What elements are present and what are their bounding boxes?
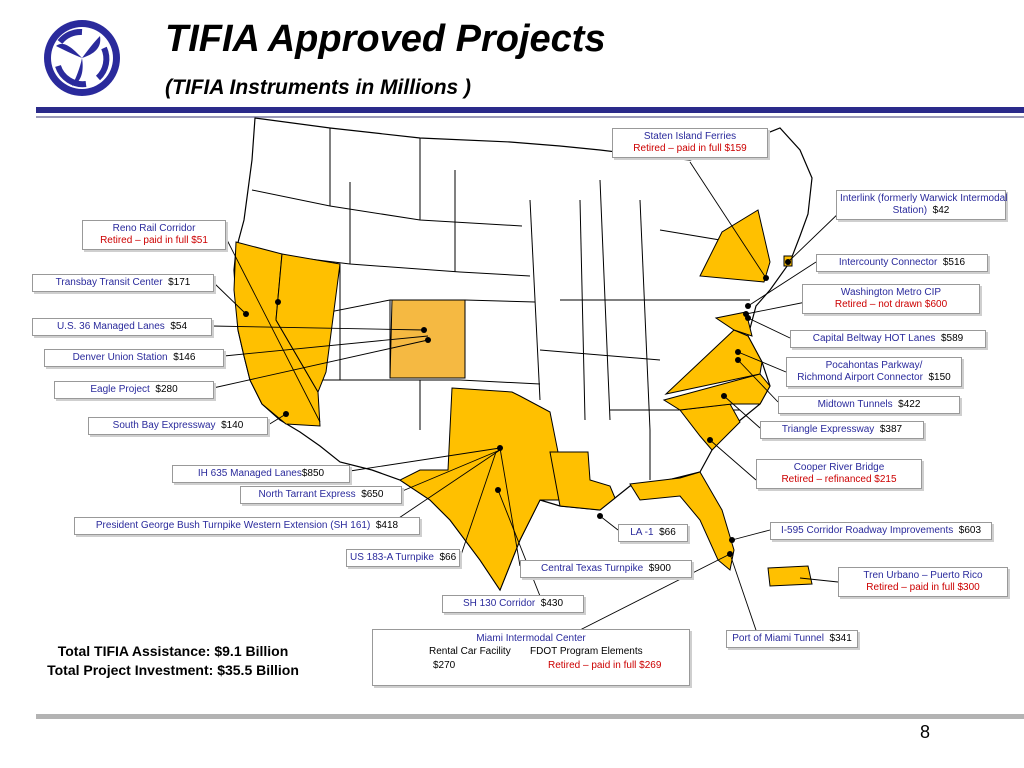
state-maryland (714, 311, 753, 337)
label-reno-rail-corridor: Reno Rail Corridor Retired – paid in ful… (82, 220, 226, 250)
dot-logo-icon (44, 20, 120, 96)
state-new-york (699, 209, 771, 283)
project-dots (243, 259, 791, 557)
label-cooper-river-bridge: Cooper River Bridge Retired – refinanced… (756, 459, 922, 489)
label-capital-beltway: Capital Beltway HOT Lanes $589 (790, 330, 986, 348)
label-north-tarrant-express: North Tarrant Express $650 (240, 486, 402, 504)
state-virginia (664, 329, 763, 395)
label-transbay-transit-center: Transbay Transit Center $171 (32, 274, 214, 292)
label-interlink: Interlink (formerly Warwick Intermodal S… (836, 190, 1007, 220)
page-title: TIFIA Approved Projects (165, 18, 606, 60)
state-puerto-rico (767, 565, 813, 587)
label-eagle-project: Eagle Project $280 (54, 381, 214, 399)
leader-lines (211, 161, 843, 637)
label-south-bay-expressway: South Bay Expressway $140 (88, 417, 268, 435)
totals: Total TIFIA Assistance: $9.1 Billion Tot… (18, 642, 328, 680)
state-nevada (275, 253, 341, 394)
page-number: 8 (919, 722, 930, 742)
header-rule (36, 107, 1024, 113)
label-la1: LA -1 $66 (618, 524, 688, 542)
state-florida (629, 471, 735, 571)
label-ih635: IH 635 Managed Lanes$850 (172, 465, 350, 483)
state-texas (399, 387, 561, 592)
label-tren-urbano: Tren Urbano – Puerto Rico Retired – paid… (838, 567, 1008, 597)
label-central-texas-turnpike: Central Texas Turnpike $900 (520, 560, 692, 578)
label-i595: I-595 Corridor Roadway Improvements $603 (770, 522, 992, 540)
label-pocahontas-parkway: Pocahontas Parkway/ Richmond Airport Con… (786, 357, 962, 387)
label-staten-island-ferries: Staten Island Ferries Retired – paid in … (612, 128, 768, 158)
label-us183a: US 183-A Turnpike $66 (346, 549, 460, 567)
label-intercounty-connector: Intercounty Connector $516 (816, 254, 988, 272)
label-midtown-tunnels: Midtown Tunnels $422 (778, 396, 960, 414)
page-subtitle: (TIFIA Instruments in Millions ) (165, 76, 472, 99)
footer-rule (36, 714, 1024, 719)
label-miami-intermodal-center: Miami Intermodal Center Rental Car Facil… (372, 629, 690, 686)
label-denver-union-station: Denver Union Station $146 (44, 349, 224, 367)
label-sh130: SH 130 Corridor $430 (442, 595, 584, 613)
total-assistance: Total TIFIA Assistance: $9.1 Billion (57, 643, 289, 659)
state-louisiana (549, 451, 616, 511)
total-investment: Total Project Investment: $35.5 Billion (47, 662, 299, 678)
label-washington-metro-cip: Washington Metro CIP Retired – not drawn… (802, 284, 980, 314)
state-borders (235, 128, 750, 480)
header-rule-thin (36, 116, 1024, 118)
label-port-of-miami-tunnel: Port of Miami Tunnel $341 (726, 630, 858, 648)
label-triangle-expressway: Triangle Expressway $387 (760, 421, 924, 439)
label-us36: U.S. 36 Managed Lanes $54 (32, 318, 212, 336)
label-pgbt: President George Bush Turnpike Western E… (74, 517, 420, 535)
